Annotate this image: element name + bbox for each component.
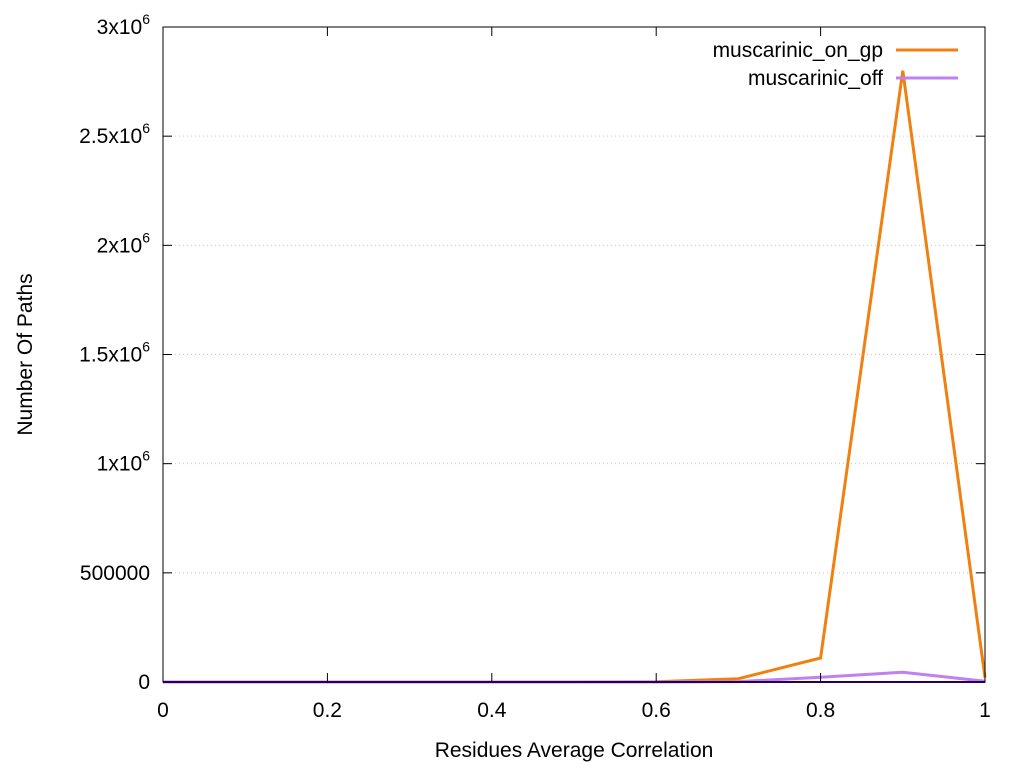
y-tick-label-exponent: 6 — [142, 339, 150, 355]
y-tick-label-base: 0 — [138, 671, 150, 694]
y-tick-label-base: 2x10 — [97, 234, 143, 257]
y-tick-label-exponent: 6 — [142, 120, 150, 136]
series-lines — [163, 70, 987, 684]
legend-label: muscarinic_on_gp — [713, 39, 883, 62]
y-tick-label-exponent: 6 — [142, 11, 150, 27]
x-tick-label: 0.2 — [313, 699, 342, 722]
x-axis-title: Residues Average Correlation — [435, 739, 714, 762]
y-tick-label-base: 500000 — [80, 562, 150, 585]
y-tick-label: 1.5x106 — [79, 339, 150, 367]
x-tick-label: 1 — [979, 699, 991, 722]
y-tick-label-exponent: 6 — [142, 229, 150, 245]
x-tick-label: 0 — [157, 699, 169, 722]
x-tick-labels: 0 0.2 0.4 0.6 0.8 1 — [157, 699, 991, 722]
legend-label: muscarinic_off — [748, 67, 883, 90]
y-tick-label-base: 3x10 — [97, 16, 143, 39]
series-line-muscarinic_on_gp — [163, 70, 987, 684]
y-tick-label: 500000 — [80, 562, 150, 585]
x-tick-label: 0.6 — [642, 699, 671, 722]
y-tick-label: 2.5x106 — [79, 120, 150, 148]
y-tick-label: 2x106 — [97, 229, 151, 257]
y-tick-label-base: 1.5x10 — [79, 344, 142, 367]
y-tick-label: 0 — [138, 671, 150, 694]
y-tick-label: 3x106 — [97, 11, 151, 39]
y-tick-label-base: 1x10 — [97, 453, 143, 476]
y-tick-label-base: 2.5x10 — [79, 125, 142, 148]
x-tick-label: 0.4 — [477, 699, 507, 722]
y-tick-label: 1x106 — [97, 448, 151, 476]
series-line-muscarinic_off — [163, 670, 986, 684]
y-tick-label-exponent: 6 — [142, 448, 150, 464]
axis-ticks — [162, 26, 986, 683]
y-axis-title: Number Of Paths — [14, 273, 37, 435]
x-tick-label: 0.8 — [806, 699, 835, 722]
legend: muscarinic_on_gp muscarinic_off — [713, 39, 958, 90]
